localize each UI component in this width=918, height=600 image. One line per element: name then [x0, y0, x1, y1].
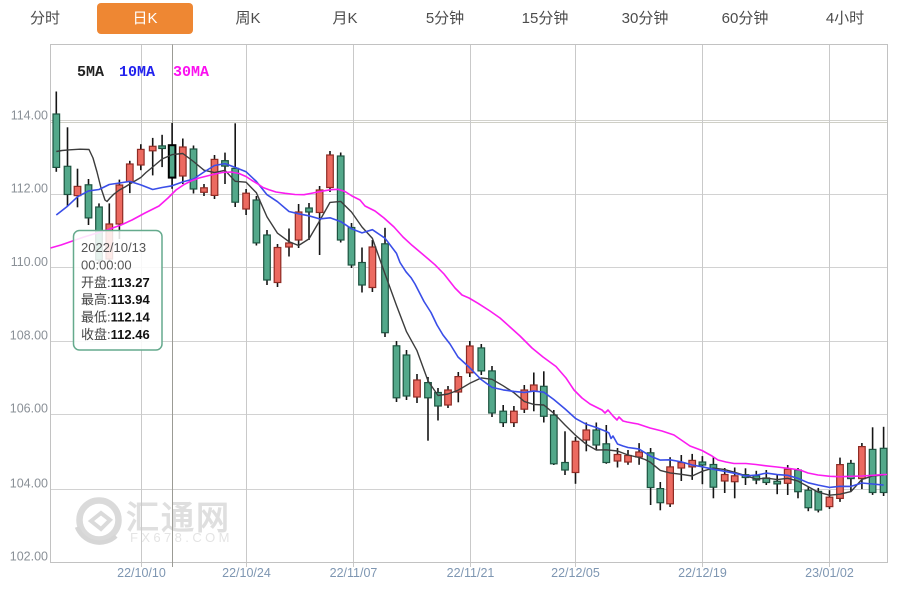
svg-text:5MA: 5MA: [77, 64, 104, 81]
svg-text:22/12/19: 22/12/19: [678, 566, 727, 580]
svg-text:收盘:112.46: 收盘:112.46: [81, 327, 150, 342]
svg-text:开盘:113.27: 开盘:113.27: [81, 275, 150, 290]
svg-text:110.00: 110.00: [11, 255, 48, 269]
svg-text:106.00: 106.00: [10, 402, 48, 416]
svg-text:23/01/02: 23/01/02: [805, 566, 854, 580]
svg-text:00:00:00: 00:00:00: [81, 257, 132, 272]
svg-text:22/11/07: 22/11/07: [330, 566, 378, 580]
svg-text:FX678.COM: FX678.COM: [130, 530, 233, 545]
svg-text:10MA: 10MA: [119, 64, 155, 81]
svg-text:112.00: 112.00: [11, 182, 48, 196]
svg-text:最高:113.94: 最高:113.94: [81, 292, 150, 307]
svg-text:104.00: 104.00: [10, 477, 48, 491]
svg-text:22/10/24: 22/10/24: [222, 566, 271, 580]
svg-text:114.00: 114.00: [11, 109, 48, 123]
svg-text:102.00: 102.00: [10, 550, 48, 564]
svg-text:2022/10/13: 2022/10/13: [81, 240, 146, 255]
svg-text:30MA: 30MA: [173, 64, 209, 81]
svg-text:22/10/10: 22/10/10: [117, 566, 166, 580]
svg-text:22/11/21: 22/11/21: [447, 566, 495, 580]
svg-text:22/12/05: 22/12/05: [551, 566, 600, 580]
svg-text:最低:112.14: 最低:112.14: [81, 310, 150, 325]
svg-text:汇通网: 汇通网: [126, 499, 231, 536]
svg-text:108.00: 108.00: [10, 329, 48, 343]
